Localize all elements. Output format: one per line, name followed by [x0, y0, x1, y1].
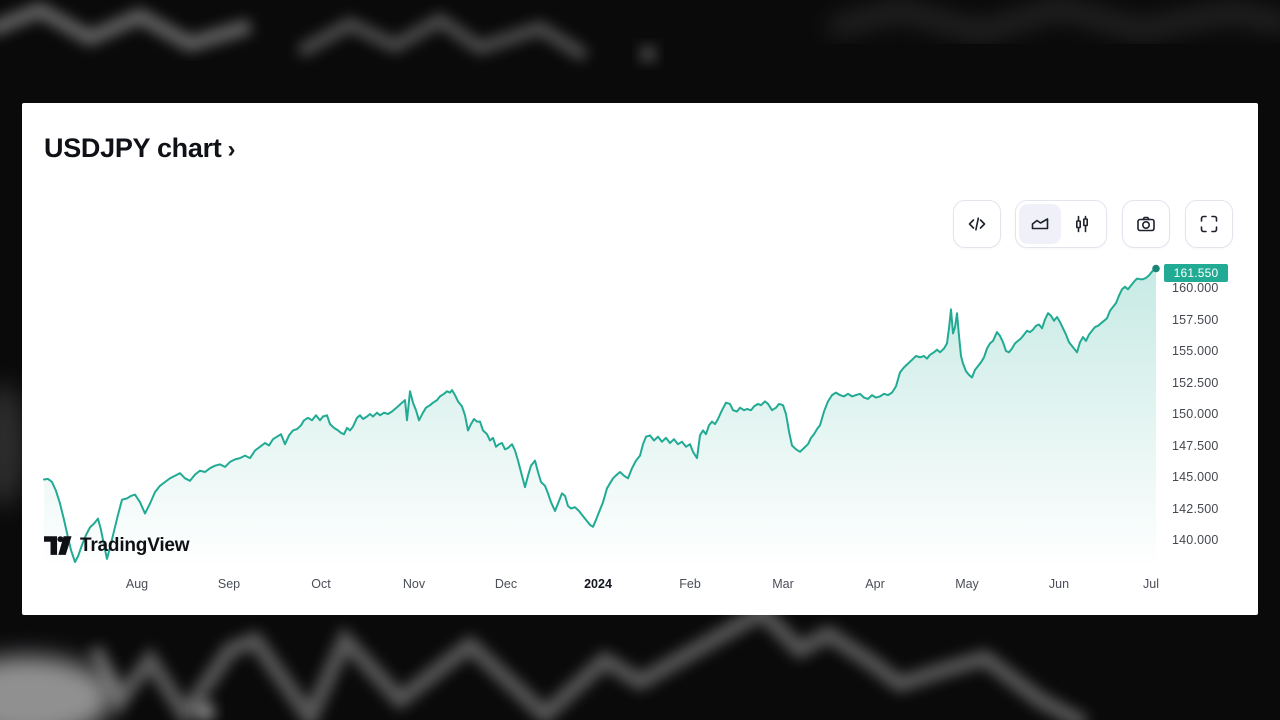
price-chart-canvas[interactable]: [22, 103, 1258, 615]
time-scale[interactable]: Aug Sep Oct Nov Dec 2024 Feb Mar Apr May Jun Jul: [22, 577, 1258, 597]
ghost-glow-bottom-left: [0, 656, 113, 720]
ghost-line-top-right: [828, 0, 1280, 41]
tradingview-logo-icon: [44, 536, 72, 555]
time-scale-label: Oct: [311, 577, 331, 591]
last-price-badge: 161.550: [1164, 264, 1228, 282]
tradingview-attribution-link[interactable]: TradingView: [44, 535, 190, 557]
area-chart-icon: [1031, 218, 1049, 230]
fullscreen-icon: [1200, 215, 1218, 233]
camera-icon: [1137, 216, 1155, 232]
time-scale-label: Dec: [494, 577, 518, 591]
snapshot-button[interactable]: [1122, 200, 1170, 248]
ghost-line-top-left: [0, 2, 253, 52]
ghost-dot-bottom: [195, 702, 215, 720]
ghost-line-top-mid: [297, 12, 589, 62]
time-scale-label: 2024: [584, 577, 612, 591]
price-area-fill: [44, 268, 1156, 568]
chart-style-toggle: [1015, 200, 1107, 248]
ghost-dot-top: [640, 46, 656, 62]
time-scale-label: May: [955, 577, 979, 591]
time-scale-label: Jul: [1143, 577, 1159, 591]
price-line: [43, 267, 1157, 563]
time-scale-label: Nov: [402, 577, 426, 591]
symbol-title-link[interactable]: USDJPY chart ›: [44, 133, 235, 164]
chevron-right-icon: ›: [227, 135, 236, 163]
time-scale-label: Sep: [217, 577, 241, 591]
last-price-dot: [1152, 264, 1160, 273]
ghost-streak-left: [0, 383, 26, 507]
page-title: USDJPY chart: [44, 133, 222, 163]
fullscreen-button[interactable]: [1185, 200, 1233, 248]
area-style-option[interactable]: [1019, 204, 1061, 244]
time-scale-label: Jun: [1048, 577, 1070, 591]
time-scale-label: Feb: [679, 577, 701, 591]
chart-toolbar: [22, 200, 1258, 248]
candles-style-option[interactable]: [1061, 204, 1103, 244]
time-scale-label: Aug: [125, 577, 149, 591]
candlestick-icon: [1076, 215, 1089, 233]
tradingview-logo-text: TradingView: [80, 535, 190, 556]
time-scale-label: Apr: [865, 577, 885, 591]
code-icon: [968, 217, 986, 231]
chart-widget-card: USDJPY chart ›: [22, 103, 1258, 615]
ghost-line-bottom: [88, 602, 1089, 720]
embed-code-button[interactable]: [953, 200, 1001, 248]
time-scale-label: Mar: [772, 577, 794, 591]
